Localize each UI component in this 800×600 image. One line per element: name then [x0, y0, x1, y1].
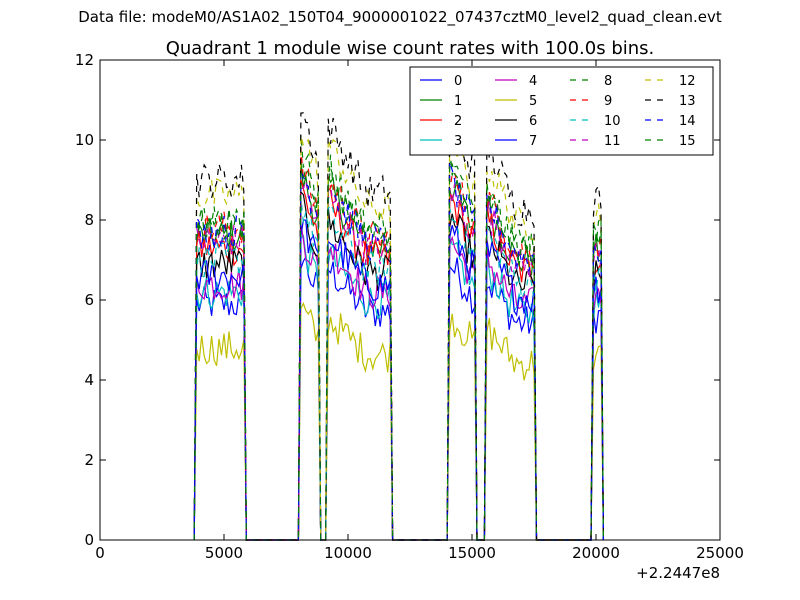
- x-tick-label: 10000: [324, 544, 372, 562]
- legend-label-6: 6: [529, 114, 537, 129]
- legend-label-15: 15: [679, 134, 696, 149]
- legend-label-9: 9: [604, 94, 612, 109]
- legend-label-11: 11: [604, 134, 621, 149]
- x-tick-label: 25000: [696, 544, 744, 562]
- series-line-2: [193, 179, 604, 541]
- legend-label-1: 1: [454, 94, 462, 109]
- series-line-11: [193, 180, 604, 541]
- x-axis-offset-label: +2.2447e8: [636, 564, 720, 582]
- legend-label-10: 10: [604, 114, 621, 129]
- y-tick-label: 6: [84, 291, 94, 309]
- legend-label-2: 2: [454, 114, 462, 129]
- series-line-14: [193, 162, 604, 541]
- series-line-15: [193, 159, 604, 541]
- x-tick-label: 0: [95, 544, 105, 562]
- plot-area: [193, 108, 604, 541]
- chart-title: Quadrant 1 module wise count rates with …: [166, 38, 655, 59]
- series-line-9: [193, 148, 604, 541]
- x-tick-label: 20000: [572, 544, 620, 562]
- series-line-4: [193, 223, 604, 541]
- legend-label-5: 5: [529, 94, 537, 109]
- series-line-8: [193, 134, 604, 541]
- series-line-7: [193, 219, 604, 541]
- series-line-13: [193, 108, 604, 541]
- series-line-3: [193, 234, 604, 541]
- y-tick-label: 0: [84, 531, 94, 549]
- series-line-12: [193, 125, 604, 541]
- legend-label-13: 13: [679, 94, 696, 109]
- legend-label-3: 3: [454, 134, 462, 149]
- legend-label-12: 12: [679, 74, 696, 89]
- y-tick-label: 12: [75, 51, 94, 69]
- y-tick-label: 4: [84, 371, 94, 389]
- figure-suptitle: Data file: modeM0/AS1A02_150T04_90000010…: [78, 8, 722, 26]
- y-tick-label: 10: [75, 131, 94, 149]
- legend-label-8: 8: [604, 74, 612, 89]
- series-line-6: [193, 190, 604, 541]
- series-line-10: [193, 197, 604, 541]
- legend-label-4: 4: [529, 74, 537, 89]
- legend-label-0: 0: [454, 74, 462, 89]
- legend-label-7: 7: [529, 134, 537, 149]
- x-tick-label: 15000: [448, 544, 496, 562]
- series-line-5: [193, 301, 604, 541]
- y-tick-label: 8: [84, 211, 94, 229]
- y-tick-label: 2: [84, 451, 94, 469]
- x-tick-label: 5000: [205, 544, 243, 562]
- series-line-0: [193, 255, 604, 541]
- legend-label-14: 14: [679, 114, 696, 129]
- series-line-1: [193, 159, 604, 541]
